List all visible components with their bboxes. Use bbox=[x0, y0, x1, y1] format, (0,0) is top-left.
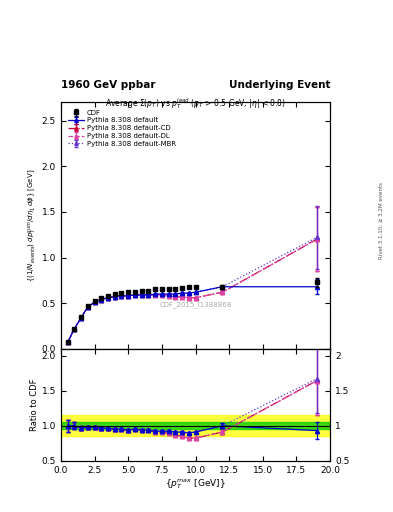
Bar bbox=[61, 422, 330, 429]
X-axis label: $\{p_T^{max}$ [GeV]$\}$: $\{p_T^{max}$ [GeV]$\}$ bbox=[165, 477, 226, 491]
Text: Rivet 3.1.10; ≥ 3.2M events: Rivet 3.1.10; ≥ 3.2M events bbox=[379, 182, 384, 259]
Bar bbox=[61, 415, 330, 436]
Y-axis label: Ratio to CDF: Ratio to CDF bbox=[30, 378, 39, 431]
Text: 1960 GeV ppbar: 1960 GeV ppbar bbox=[61, 79, 155, 90]
Text: Average $\Sigma(p_T)$ vs $p_T^{lead}$ ($p_T$ > 0.5 GeV, $|\eta|$ < 0.8): Average $\Sigma(p_T)$ vs $p_T^{lead}$ ($… bbox=[105, 96, 286, 111]
Y-axis label: $\{(1/N_{events})\;dp_T^{sum}/d\eta_1\,d\phi\}$ [GeV]: $\{(1/N_{events})\;dp_T^{sum}/d\eta_1\,d… bbox=[27, 169, 39, 282]
Text: Underlying Event: Underlying Event bbox=[229, 79, 330, 90]
Legend: CDF, Pythia 8.308 default, Pythia 8.308 default-CD, Pythia 8.308 default-DL, Pyt: CDF, Pythia 8.308 default, Pythia 8.308 … bbox=[67, 109, 177, 148]
Text: CDF_2015_I1388868: CDF_2015_I1388868 bbox=[160, 301, 231, 308]
